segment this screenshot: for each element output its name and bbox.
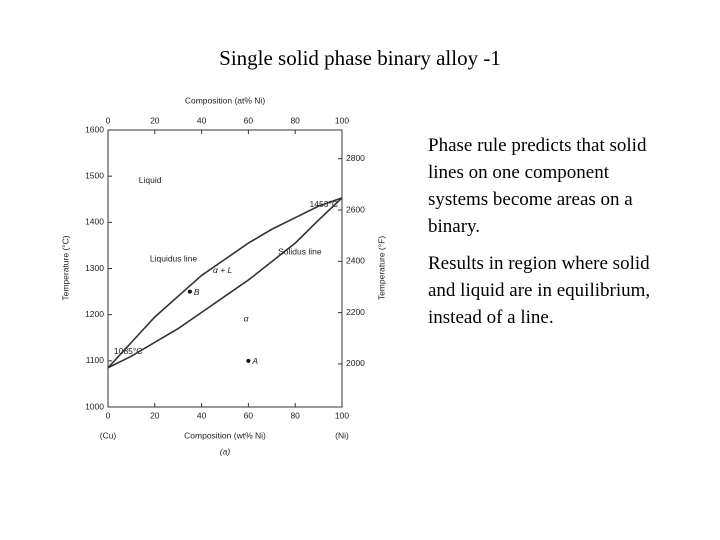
x-tick-label: 40 [197,410,207,420]
top-axis-label: Composition (at% Ni) [185,95,265,105]
y2-tick-label: 2400 [346,256,365,266]
slide-title: Single solid phase binary alloy -1 [219,46,501,70]
y2-tick-label: 2800 [346,153,365,163]
y2-tick-label: 2600 [346,204,365,214]
x2-tick-label: 80 [290,115,300,125]
end-label: (Cu) [100,430,117,440]
melting-point-label: 1085°C [114,346,142,356]
y-tick-label: 1200 [85,309,104,319]
curve-label: Solidus line [278,247,322,257]
y-tick-label: 1100 [86,355,105,365]
y2-tick-label: 2000 [346,358,365,368]
y-tick-label: 1000 [85,401,104,411]
state-point [246,358,251,363]
x2-tick-label: 60 [244,115,254,125]
bottom-axis-label: Composition (wt% Ni) [184,430,266,440]
curve-label: Liquidus line [150,254,198,264]
bullet: Phase rule predicts that solid lines on … [428,135,647,237]
y-tick-label: 1400 [85,217,104,227]
bullet: Results in region where solid and liquid… [428,253,651,328]
x2-tick-label: 100 [335,115,349,125]
x2-tick-label: 40 [197,115,207,125]
x-tick-label: 20 [150,410,160,420]
melting-point-label: 1453°C [310,199,338,209]
y-tick-label: 1600 [85,124,104,134]
x-tick-label: 0 [106,410,111,420]
y2-tick-label: 2200 [346,307,365,317]
x-tick-label: 80 [290,410,300,420]
state-point [187,289,192,294]
caption: (a) [220,446,231,456]
x-tick-label: 60 [244,410,254,420]
right-axis-label: Temperature (°F) [376,236,386,301]
y-tick-label: 1500 [85,170,104,180]
x2-tick-label: 20 [150,115,160,125]
x2-tick-label: 0 [106,115,111,125]
liquidus-curve [107,197,343,369]
y-tick-label: 1300 [85,263,104,273]
bullet-list: Phase rule predicts that solid lines on … [428,132,664,341]
point-label: B [194,287,200,297]
region-label: α + L [213,265,233,275]
left-axis-label: Temperature (°C) [60,235,70,300]
solidus-curve [107,197,343,369]
phase-diagram: Composition (at% Ni) Composition (wt% Ni… [60,95,386,456]
region-label: Liquid [139,175,162,185]
point-label: A [251,356,258,366]
x-tick-label: 100 [335,410,349,420]
end-label: (Ni) [335,430,349,440]
region-label: α [244,314,250,324]
